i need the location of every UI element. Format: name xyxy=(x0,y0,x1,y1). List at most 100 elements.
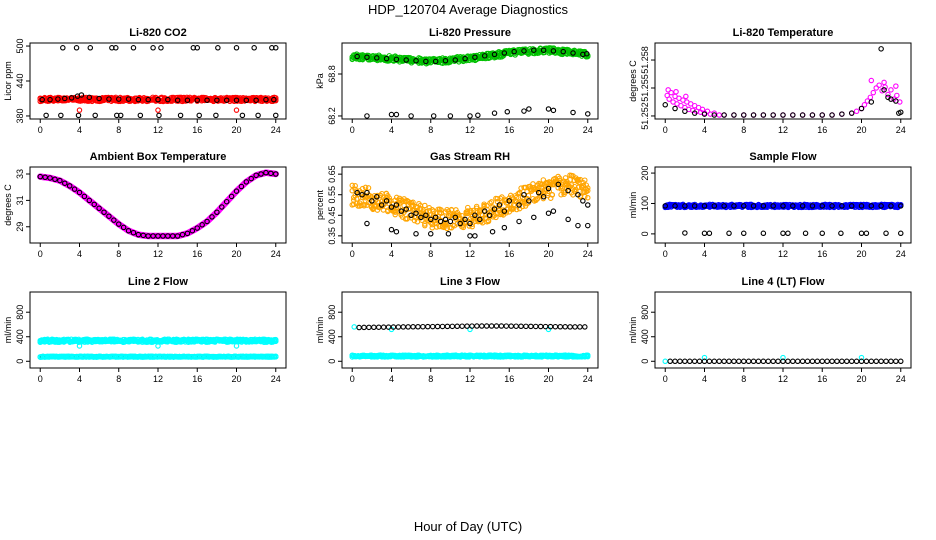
data-point xyxy=(868,77,875,84)
data-point xyxy=(194,97,201,103)
data-point xyxy=(844,358,850,365)
plot-area xyxy=(37,336,279,360)
series-2 xyxy=(354,47,591,119)
x-tick-label: 24 xyxy=(271,249,281,259)
data-point xyxy=(75,112,82,119)
plot-area xyxy=(349,172,591,239)
plot-frame xyxy=(654,291,912,369)
data-point xyxy=(498,323,505,329)
data-point xyxy=(814,358,821,365)
data-point xyxy=(273,45,279,51)
data-point xyxy=(550,48,557,54)
data-point xyxy=(213,112,219,119)
data-point xyxy=(683,93,689,100)
data-point xyxy=(673,88,679,95)
data-point xyxy=(371,324,377,331)
data-point xyxy=(550,107,557,114)
data-point xyxy=(824,358,830,365)
y-tick-label: 400 xyxy=(640,329,650,344)
data-point xyxy=(540,47,547,53)
x-axis: 0 4 8 12 16 20 24 xyxy=(350,119,593,135)
y-axis-label: ml/min xyxy=(628,192,638,219)
x-tick-label: 20 xyxy=(856,125,866,135)
data-point xyxy=(546,188,552,195)
data-point xyxy=(794,358,801,365)
data-point xyxy=(57,177,63,184)
data-point xyxy=(52,176,58,183)
data-point xyxy=(570,50,576,56)
data-point xyxy=(760,203,767,209)
x-tick-label: 0 xyxy=(663,249,668,259)
y-tick-label: 33 xyxy=(15,169,25,179)
data-point xyxy=(799,112,806,118)
data-point xyxy=(809,112,816,118)
data-point xyxy=(432,214,439,221)
data-point xyxy=(465,208,471,214)
data-point xyxy=(893,83,899,89)
data-point xyxy=(532,323,539,330)
data-point xyxy=(209,214,215,220)
data-point xyxy=(464,323,470,329)
x-tick-label: 8 xyxy=(428,249,433,259)
y-tick-label: 800 xyxy=(640,305,650,320)
x-tick-label: 0 xyxy=(38,374,43,384)
data-point xyxy=(557,323,564,330)
data-point xyxy=(790,203,796,209)
data-point xyxy=(444,323,451,330)
data-point xyxy=(701,203,708,209)
data-point xyxy=(537,323,544,330)
data-point xyxy=(893,98,899,104)
data-point xyxy=(228,193,235,200)
data-point xyxy=(531,47,537,53)
data-point xyxy=(184,230,191,237)
data-point xyxy=(484,203,490,209)
data-point xyxy=(380,324,387,330)
data-point xyxy=(420,207,427,213)
data-point xyxy=(442,216,449,223)
x-tick-label: 12 xyxy=(465,374,475,384)
y-axis: 0 400 800 xyxy=(15,305,30,364)
data-point xyxy=(706,230,713,237)
data-point xyxy=(55,96,61,102)
data-point xyxy=(790,358,796,365)
y-tick-label: 800 xyxy=(327,305,337,320)
data-point xyxy=(585,222,591,229)
x-tick-label: 4 xyxy=(702,249,707,259)
data-point xyxy=(410,199,416,206)
data-point xyxy=(565,187,571,194)
data-point xyxy=(701,354,708,361)
data-point xyxy=(775,358,781,365)
data-point xyxy=(736,358,742,365)
data-point xyxy=(434,323,441,330)
data-point xyxy=(528,323,534,330)
data-point xyxy=(497,201,504,207)
data-point xyxy=(819,203,826,209)
data-point xyxy=(403,206,409,212)
data-point xyxy=(364,220,370,227)
data-point xyxy=(410,202,416,208)
data-point xyxy=(489,228,496,235)
data-point xyxy=(215,45,221,51)
data-point xyxy=(760,230,767,237)
data-point xyxy=(716,358,722,365)
y-tick-label: 0.35 xyxy=(327,227,337,245)
y-axis-label: kPa xyxy=(315,73,325,89)
data-point xyxy=(354,189,360,196)
data-point xyxy=(682,230,688,236)
data-point xyxy=(898,230,904,237)
data-point xyxy=(491,110,498,116)
plot-area xyxy=(36,169,280,240)
data-point xyxy=(545,106,552,112)
data-point xyxy=(194,225,201,231)
x-tick-label: 12 xyxy=(778,249,788,259)
y-tick-label: 51.258 xyxy=(640,46,650,74)
data-point xyxy=(467,233,473,239)
x-axis: 0 4 8 12 16 20 24 xyxy=(350,368,593,384)
data-point xyxy=(570,109,576,116)
data-point xyxy=(504,109,511,115)
data-point xyxy=(398,208,405,214)
panel-6: Sample Flow 0 4 8 12 16 20 24 0 100 200 ml/min xyxy=(628,151,912,259)
data-point xyxy=(354,53,360,60)
